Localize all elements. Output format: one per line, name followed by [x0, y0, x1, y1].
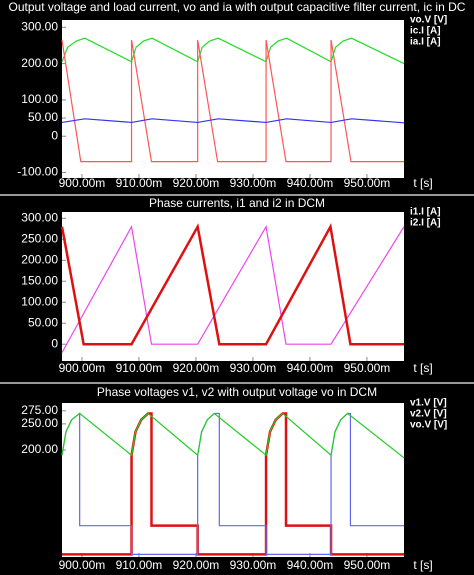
x-tick-label: 900.00m	[59, 558, 106, 572]
x-axis-label: t [s]	[413, 176, 432, 190]
y-tick-label: 100.00	[21, 294, 58, 308]
x-axis-label: t [s]	[413, 361, 432, 375]
x-tick-label: 910.00m	[116, 558, 163, 572]
y-tick-label: 50.00	[28, 315, 58, 329]
x-tick-label: 910.00m	[116, 361, 163, 375]
y-tick-label: 200.00	[21, 56, 58, 70]
x-tick-label: 900.00m	[59, 176, 106, 190]
legend-entry: v2.V [V]	[410, 409, 447, 420]
x-tick-label: 930.00m	[230, 176, 277, 190]
legend-entry: v1.V [V]	[410, 398, 447, 409]
x-axis-label: t [s]	[413, 558, 432, 572]
plot-area	[62, 20, 404, 178]
legend-entry: ic.I [A]	[410, 26, 441, 37]
x-tick-label: 930.00m	[230, 361, 277, 375]
series-line	[61, 37, 405, 65]
series-line	[61, 118, 405, 124]
y-tick-label: 200.00	[21, 252, 58, 266]
series-line	[60, 222, 404, 346]
x-tick-label: 950.00m	[344, 558, 391, 572]
plot-area	[62, 403, 404, 557]
series-line	[61, 224, 405, 353]
legend-entry: ia.I [A]	[410, 37, 441, 48]
y-tick-label: 0	[51, 128, 58, 142]
legend-entry: vo.V [V]	[410, 420, 447, 431]
y-tick-label: 100.00	[21, 92, 58, 106]
y-tick-label: 150.00	[21, 273, 58, 287]
y-tick-label: 250.00	[21, 231, 58, 245]
x-tick-label: 950.00m	[344, 176, 391, 190]
series-line	[61, 39, 404, 163]
chart-title: Phase currents, i1 and i2 in DCM	[149, 196, 325, 210]
legend-entry: i1.I [A]	[410, 207, 441, 218]
x-tick-label: 920.00m	[173, 176, 220, 190]
legend-entry: i2.I [A]	[410, 218, 441, 229]
y-tick-label: 275.00	[21, 403, 58, 417]
chart-title: Output voltage and load current, vo and …	[9, 0, 466, 14]
x-tick-label: 900.00m	[59, 361, 106, 375]
x-tick-label: 910.00m	[116, 176, 163, 190]
y-tick-label: 300.00	[21, 19, 58, 33]
x-tick-label: 930.00m	[230, 558, 277, 572]
y-tick-label: 50.00	[28, 110, 58, 124]
y-tick-label: 0	[51, 336, 58, 350]
x-tick-label: 950.00m	[344, 361, 391, 375]
x-tick-label: 920.00m	[173, 558, 220, 572]
x-tick-label: 920.00m	[173, 361, 220, 375]
series-line	[61, 412, 405, 459]
legend-entry: vo.V [V]	[410, 15, 447, 26]
x-tick-label: 940.00m	[287, 558, 334, 572]
y-tick-label: -100.00	[17, 165, 58, 179]
x-tick-label: 940.00m	[287, 361, 334, 375]
plot-area	[62, 212, 404, 361]
y-tick-label: 250.00	[21, 416, 58, 430]
y-tick-label: 200.00	[21, 442, 58, 456]
x-tick-label: 940.00m	[287, 176, 334, 190]
y-tick-label: 300.00	[21, 210, 58, 224]
chart-title: Phase voltages v1, v2 with output voltag…	[97, 385, 377, 399]
